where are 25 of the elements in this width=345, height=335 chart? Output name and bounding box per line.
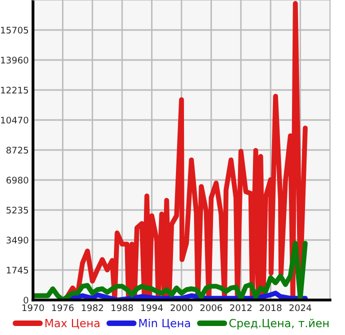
x-tick-label: 2000 <box>170 304 192 312</box>
y-tick-label: 13960 <box>1 56 28 64</box>
y-tick-label: 1745 <box>6 266 28 274</box>
y-tick-label: 12215 <box>1 86 28 94</box>
x-tick-label: 1970 <box>22 304 44 312</box>
y-tick-label: 5235 <box>6 206 28 214</box>
x-tick-label: 1976 <box>52 304 74 312</box>
y-tick-label: 0 <box>24 296 28 304</box>
x-tick-label: 2006 <box>200 304 222 312</box>
y-tick-label: 10470 <box>1 116 28 124</box>
line-series <box>33 240 308 300</box>
legend-label: Сред.Цена, т.йен <box>229 318 329 330</box>
y-tick-label: 6980 <box>6 176 28 184</box>
x-tick-label: 1988 <box>112 304 133 312</box>
y-tick-label: 3490 <box>6 236 28 244</box>
x-tick-label: 1994 <box>141 304 163 312</box>
y-tick-label: 8725 <box>6 146 28 154</box>
y-tick-label: 15705 <box>1 26 28 34</box>
x-tick-label: 1982 <box>82 304 103 312</box>
x-tick-label: 2024 <box>289 304 312 312</box>
legend-label: Max Цена <box>45 319 100 329</box>
x-tick-label: 2018 <box>260 304 282 312</box>
x-tick-label: 2012 <box>230 304 252 312</box>
legend-label: Min Цена <box>139 318 190 329</box>
line-series <box>62 1 308 300</box>
